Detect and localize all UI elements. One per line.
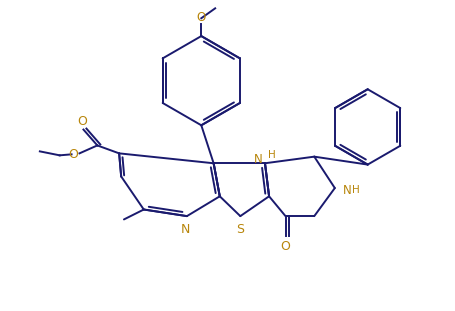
Text: O: O: [196, 11, 206, 24]
Text: H: H: [268, 150, 275, 160]
Text: S: S: [236, 223, 244, 236]
Text: N: N: [342, 183, 351, 197]
Text: N: N: [181, 223, 190, 236]
Text: H: H: [351, 185, 359, 195]
Text: N: N: [254, 153, 263, 166]
Text: O: O: [77, 114, 87, 128]
Text: O: O: [68, 148, 78, 161]
Text: O: O: [280, 240, 290, 253]
